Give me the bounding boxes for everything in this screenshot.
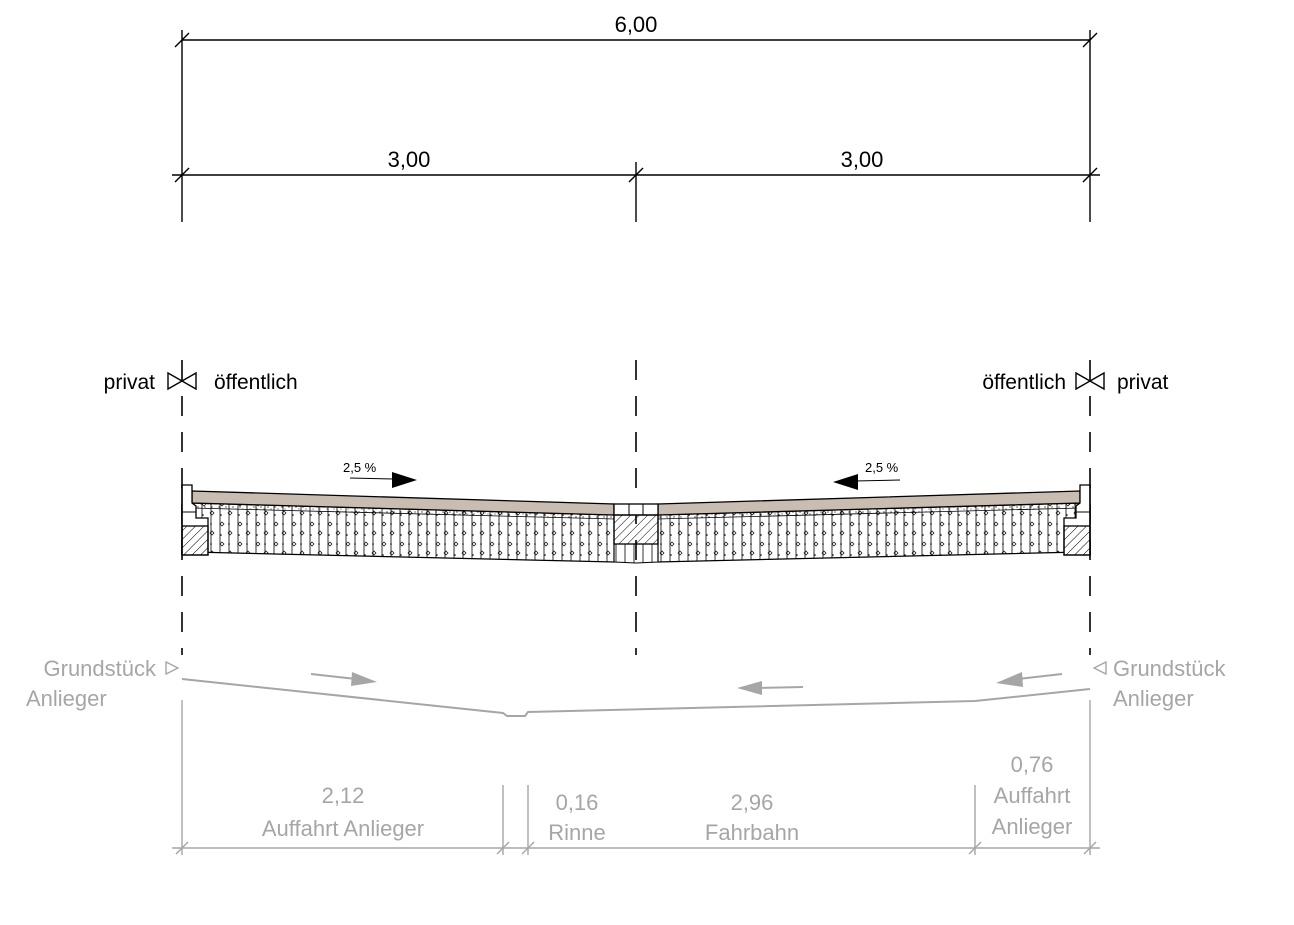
left-slope-label: 2,5 %	[343, 460, 377, 475]
seg1-name: Auffahrt Anlieger	[262, 816, 424, 841]
flow-arrow-center-icon	[737, 681, 762, 695]
right-plot-label-2: Anlieger	[1113, 686, 1194, 711]
right-private-label: privat	[1117, 371, 1169, 394]
left-width-label: 3,00	[388, 147, 431, 172]
seg2-name: Rinne	[548, 820, 605, 845]
right-plot-label-1: Grundstück	[1113, 656, 1226, 681]
gutter-foundation	[613, 514, 659, 545]
road-section	[181, 484, 1091, 564]
total-width-label: 6,00	[615, 12, 658, 37]
right-slope-arrow-icon	[833, 474, 858, 490]
boundary-markers: privat öffentlich öffentlich privat	[104, 371, 1169, 394]
seg4-name-2: Anlieger	[992, 814, 1073, 839]
profile-line	[181, 678, 1091, 717]
seg4-value: 0,76	[1011, 752, 1054, 777]
gutter-stones	[613, 503, 659, 516]
bottom-dimension-chain	[172, 700, 1100, 855]
left-profile-marker-icon	[165, 660, 180, 676]
left-plot-label-2: Anlieger	[26, 686, 107, 711]
left-boundary-marker-icon	[167, 371, 197, 391]
seg1-value: 2,12	[322, 783, 365, 808]
slope-indicators: 2,5 % 2,5 %	[343, 460, 901, 490]
left-public-label: öffentlich	[214, 371, 298, 394]
bottom-dimension-labels: 2,12 Auffahrt Anlieger 0,16 Rinne 2,96 F…	[262, 752, 1072, 845]
right-public-label: öffentlich	[982, 371, 1066, 394]
flow-arrow-right-icon	[996, 672, 1023, 687]
top-dimension-chain: 6,00 3,00 3,00	[172, 12, 1100, 222]
right-boundary-marker-icon	[1075, 371, 1105, 391]
flow-arrow-left-icon	[351, 672, 377, 686]
right-width-label: 3,00	[841, 147, 884, 172]
left-slope-arrow-icon	[392, 472, 417, 488]
left-private-label: privat	[104, 371, 156, 394]
seg2-value: 0,16	[556, 790, 599, 815]
grey-profile: Grundstück Anlieger Grundstück Anlieger	[26, 656, 1226, 717]
seg3-name: Fahrbahn	[705, 820, 799, 845]
seg3-value: 2,96	[731, 790, 774, 815]
seg4-name-1: Auffahrt	[994, 783, 1071, 808]
left-plot-label-1: Grundstück	[44, 656, 157, 681]
right-slope-label: 2,5 %	[865, 460, 899, 475]
right-profile-marker-icon	[1092, 660, 1107, 676]
